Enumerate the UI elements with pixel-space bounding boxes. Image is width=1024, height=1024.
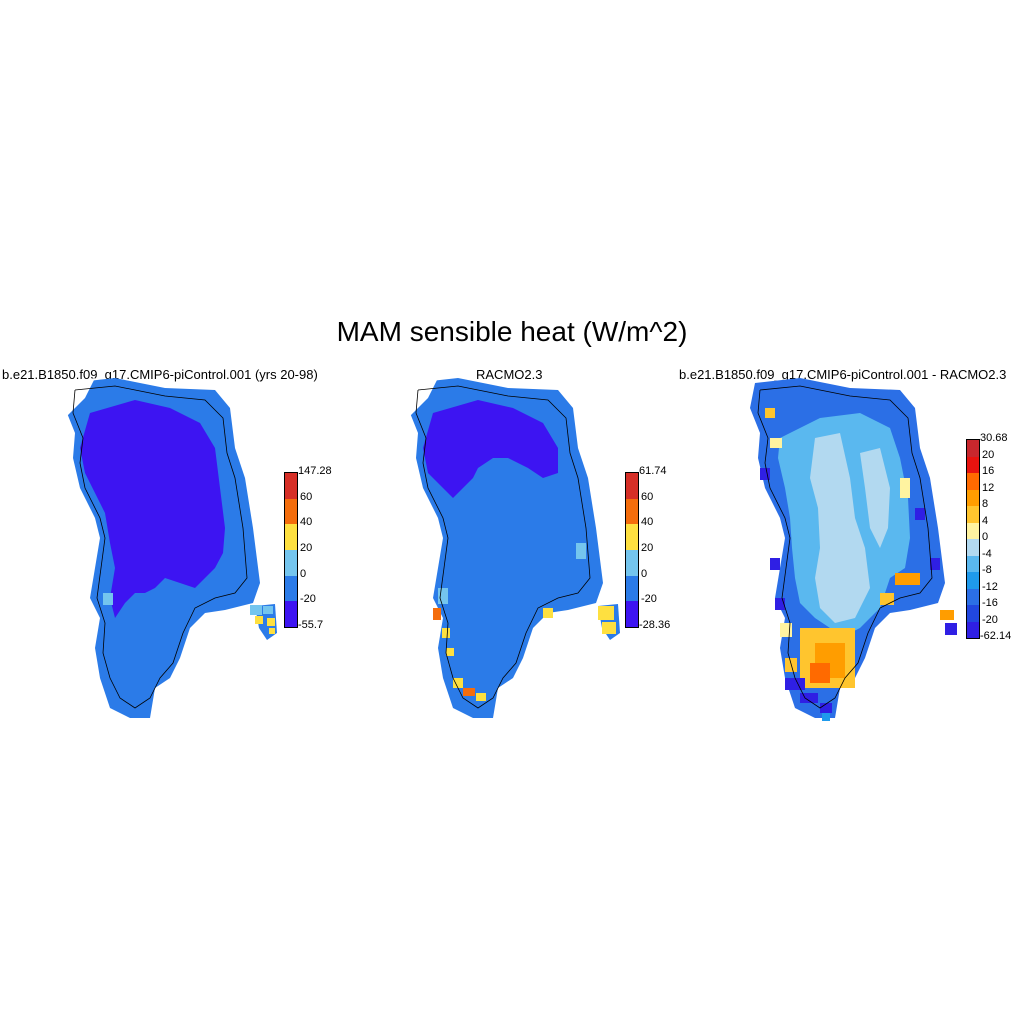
panel-2-colorbar-swatches: [625, 472, 639, 628]
colorbar-label: -16: [982, 597, 998, 609]
colorbar-label: -55.7: [298, 619, 324, 631]
colorbar-label: 60: [641, 490, 654, 503]
colorbar-label: 20: [300, 542, 313, 554]
colorbar-label: 0: [300, 567, 307, 580]
colorbar-swatch: [626, 498, 638, 525]
colorbar-swatch: [285, 498, 297, 525]
colorbar-label: 20: [641, 542, 654, 554]
colorbar-swatch: [626, 575, 638, 602]
coastal-cells: [433, 543, 616, 701]
panel-1-title: b.e21.B1850.f09_g17.CMIP6-piControl.001 …: [2, 367, 318, 382]
colorbar-swatch: [967, 539, 979, 556]
difference-field: [750, 378, 945, 718]
colorbar-label: 0: [982, 531, 989, 543]
coastal-warm-cells: [103, 593, 275, 634]
colorbar-label: -4: [982, 547, 992, 560]
colorbar-swatch: [626, 473, 638, 499]
colorbar-swatch: [285, 550, 297, 576]
colorbar-swatch: [967, 555, 979, 572]
panel-1-map: [60, 378, 277, 718]
colorbar-label: 30.68: [980, 432, 1008, 444]
colorbar-label: 61.74: [639, 465, 667, 477]
colorbar-label: 4: [982, 514, 989, 527]
colorbar-label: 0: [641, 567, 648, 580]
panel-3-colorbar-swatches: [966, 439, 980, 639]
difference-cold-edge-cells: [760, 468, 957, 721]
colorbar-label: 40: [300, 516, 313, 529]
colorbar-label: 12: [982, 481, 995, 494]
colorbar-swatch: [967, 456, 979, 473]
colorbar-label: -20: [641, 593, 657, 606]
colorbar-label: -12: [982, 580, 998, 593]
colorbar-label: -8: [982, 564, 992, 576]
colorbar-swatch: [285, 473, 297, 499]
colorbar-label: -20: [982, 613, 998, 626]
colorbar-swatch: [285, 601, 297, 627]
colorbar-label: 60: [300, 490, 313, 503]
colorbar-swatch: [967, 588, 979, 605]
colorbar-swatch: [967, 522, 979, 539]
colorbar-label: -20: [300, 593, 316, 606]
colorbar-swatch: [967, 473, 979, 490]
panel-3-map: [750, 378, 957, 721]
panel-2-map: [403, 378, 620, 718]
colorbar-label: -28.36: [639, 619, 671, 631]
colorbar-swatch: [967, 489, 979, 506]
colorbar-label: -62.14: [980, 630, 1012, 642]
colorbar-swatch: [967, 572, 979, 589]
colorbar-swatch: [626, 524, 638, 550]
colorbar-swatch: [967, 621, 979, 638]
panel-1-colorbar-swatches: [284, 472, 298, 628]
colorbar-swatch: [967, 440, 979, 457]
colorbar-swatch: [626, 550, 638, 576]
colorbar-swatch: [285, 575, 297, 602]
colorbar-label: 16: [982, 465, 995, 477]
colorbar-label: 20: [982, 448, 995, 461]
ice-interior-cold: [80, 400, 225, 618]
colorbar-label: 147.28: [298, 465, 332, 477]
colorbar-swatch: [626, 601, 638, 627]
figure-title: MAM sensible heat (W/m^2): [336, 316, 688, 347]
panel-2-title: RACMO2.3: [476, 367, 543, 382]
colorbar-label: 40: [641, 516, 654, 529]
ice-interior-cold: [423, 400, 558, 498]
colorbar-swatch: [967, 605, 979, 622]
colorbar-swatch: [967, 506, 979, 523]
panel-3-title: b.e21.B1850.f09_g17.CMIP6-piControl.001 …: [679, 367, 1007, 382]
colorbar-swatch: [285, 524, 297, 550]
colorbar-label: 8: [982, 498, 989, 510]
